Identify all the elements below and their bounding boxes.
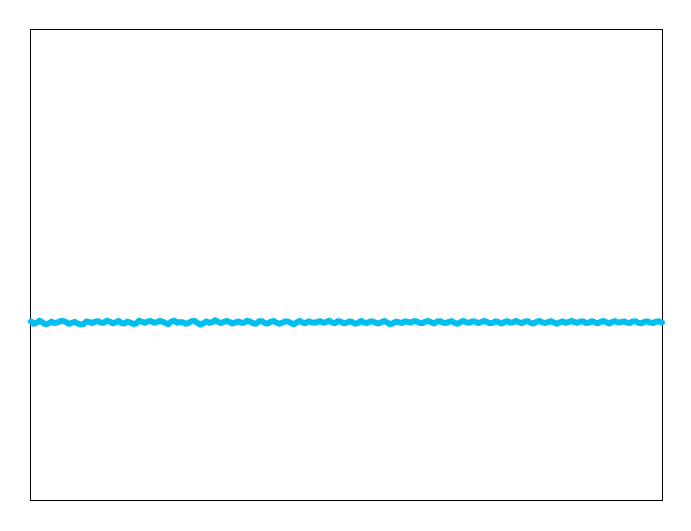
series-line-0 <box>28 317 665 328</box>
plot-area <box>30 29 663 501</box>
series-layer <box>28 317 665 328</box>
